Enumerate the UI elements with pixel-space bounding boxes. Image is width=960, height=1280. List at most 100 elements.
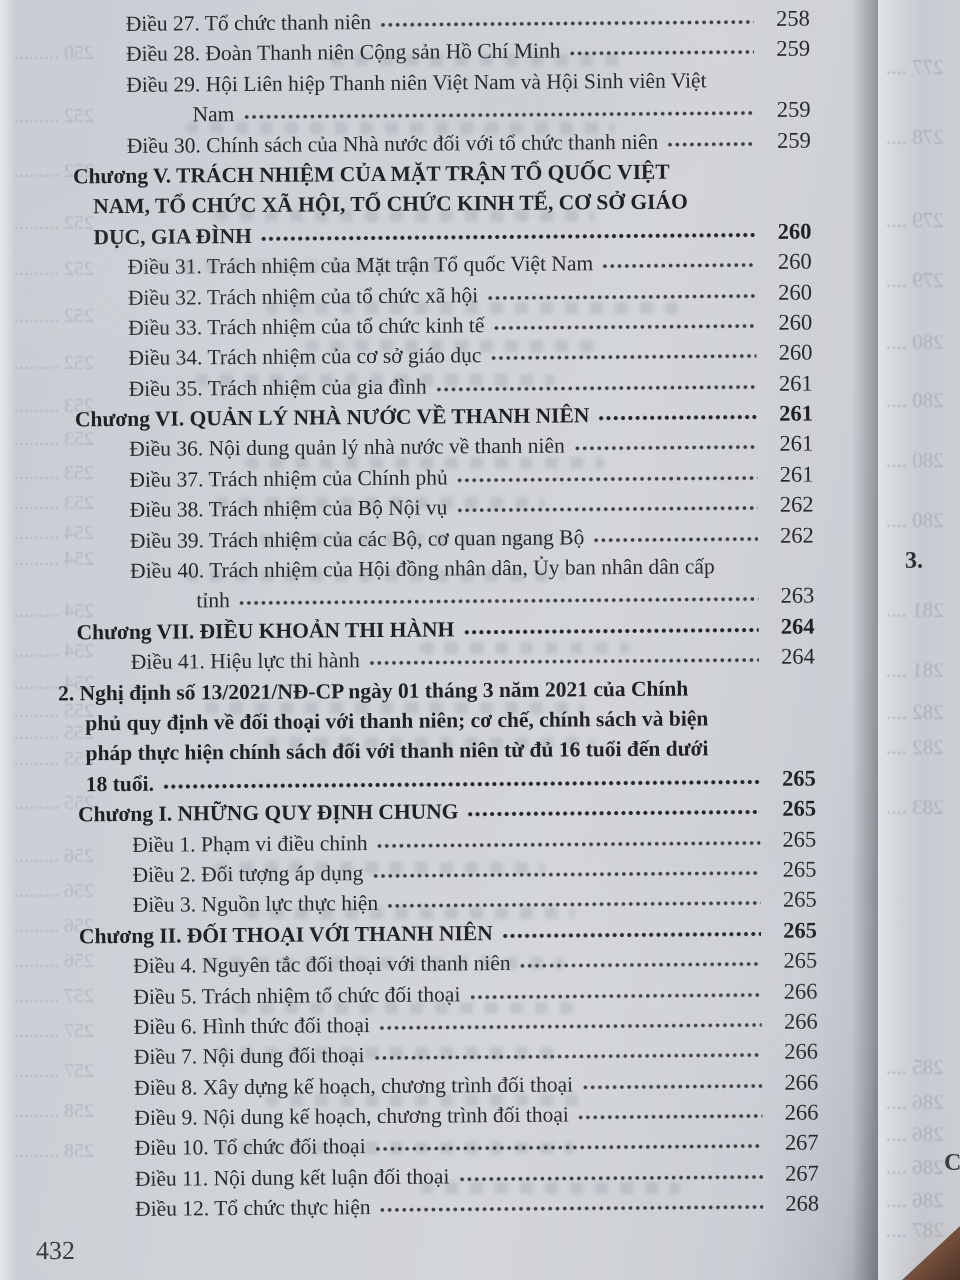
page-number: 265 xyxy=(782,856,817,882)
page-number: 260 xyxy=(777,248,812,274)
page-number: 259 xyxy=(776,127,811,153)
bleed-number: 279 .... xyxy=(886,208,944,232)
bleed-ghost-line xyxy=(215,210,595,222)
toc-entry-line: Điều 40. Trách nhiệm của Hội đồng nhân d… xyxy=(0,551,820,588)
page-number: 266 xyxy=(784,1038,819,1065)
toc-entry-text: 18 tuổi. xyxy=(85,771,154,797)
toc-entry-text: Điều 5. Trách nhiệm tổ chức đối thoại xyxy=(133,981,461,1009)
table-of-contents: Điều 27. Tổ chức thanh niên 258 Điều 28. Đ… xyxy=(0,4,825,1226)
page-number: 261 xyxy=(779,400,814,426)
bleed-number: 287 .... xyxy=(886,1218,944,1242)
page-number: 263 xyxy=(780,582,815,609)
page-number: 260 xyxy=(777,218,812,244)
bleed-number: 280 .... xyxy=(886,388,944,412)
bleed-number: 285 .... xyxy=(886,1055,944,1079)
dot-leader xyxy=(243,97,755,122)
toc-entry-text: Điều 4. Nguyên tắc đối thoại với thanh n… xyxy=(133,951,511,979)
toc-entry-text: tỉnh xyxy=(196,588,230,613)
toc-entry-text: phủ quy định về đối thoại với thanh niên… xyxy=(85,706,709,736)
toc-entry-text: Điều 39. Trách nhiệm của các Bộ, cơ quan… xyxy=(129,524,585,553)
page-number: 261 xyxy=(779,461,814,487)
page-number: 267 xyxy=(784,1129,819,1156)
page-number: 260 xyxy=(778,339,813,366)
dot-leader xyxy=(456,461,758,485)
toc-entry-text: Điều 29. Hội Liên hiệp Thanh niên Việt N… xyxy=(126,68,707,97)
toc-entry-line: Điều 29. Hội Liên hiệp Thanh niên Việt N… xyxy=(0,64,816,101)
dot-leader xyxy=(372,856,761,880)
dot-leader xyxy=(380,5,754,29)
dot-leader xyxy=(238,583,759,608)
page-number: 265 xyxy=(783,917,818,943)
toc-entry-line: pháp thực hiện chính sách đối với thanh … xyxy=(1,733,821,770)
page-number: 261 xyxy=(778,370,813,396)
page-number: 262 xyxy=(779,491,814,518)
dot-leader xyxy=(387,887,761,911)
toc-entry-text: Điều 12. Tổ chức thực hiện xyxy=(135,1195,371,1222)
dot-leader xyxy=(376,826,761,850)
toc-entry-text: Chương II. ĐỐI THOẠI VỚI THANH NIÊN xyxy=(78,920,493,949)
page-number: 260 xyxy=(778,279,813,305)
page-number: 264 xyxy=(780,613,815,639)
toc-entry-text: Điều 27. Tổ chức thanh niên xyxy=(125,10,372,36)
dot-leader xyxy=(374,1130,763,1154)
dot-leader xyxy=(573,431,758,453)
dot-leader xyxy=(593,522,758,544)
toc-entry-text: pháp thực hiện chính sách đối với thanh … xyxy=(85,736,709,766)
main-page: 250 ......... 252 ......... 252 ......... 2… xyxy=(0,0,878,1280)
page-number: 262 xyxy=(780,522,814,548)
bleed-number: 281 .... xyxy=(886,598,944,622)
bleed-number: 286 .... xyxy=(886,1155,944,1179)
toc-entry-text: Điều 3. Nguồn lực thực hiện xyxy=(132,891,379,918)
dot-leader xyxy=(373,1039,762,1063)
bleed-number: 281 .... xyxy=(886,658,944,682)
bleed-number: 278 .... xyxy=(886,125,944,149)
adjacent-page-edge: 277 .... 278 .... 279 .... 279 .... 280 ....… xyxy=(878,0,960,1280)
bleed-number: 286 .... xyxy=(886,1188,944,1212)
page-number: 265 xyxy=(782,826,817,852)
dot-leader xyxy=(162,765,760,791)
toc-entry-text: Điều 36. Nội dung quản lý nhà nước về th… xyxy=(129,433,565,462)
toc-entry-text: Điều 41. Hiệu lực thi hành xyxy=(130,648,360,675)
page-number: 268 xyxy=(785,1190,820,1217)
toc-entry-text: Điều 40. Trách nhiệm của Hội đồng nhân d… xyxy=(130,554,715,583)
page-number: 265 xyxy=(782,886,817,913)
page-number: 259 xyxy=(776,96,811,122)
dot-leader xyxy=(667,127,755,149)
bleed-ghost-line xyxy=(235,534,565,546)
toc-entry-text: Chương VII. ĐIỀU KHOẢN THI HÀNH xyxy=(76,617,455,645)
page-number: 266 xyxy=(783,1008,818,1034)
page-number: 266 xyxy=(784,1099,819,1125)
bleed-number: 282 .... xyxy=(886,735,944,759)
page-number: 265 xyxy=(782,795,817,821)
page-number: 264 xyxy=(780,643,815,670)
bleed-ghost-line xyxy=(205,957,565,969)
bleed-ghost-line xyxy=(205,702,585,714)
dot-leader xyxy=(378,1008,762,1032)
dot-leader xyxy=(490,340,757,363)
toc-entry-text: Chương V. TRÁCH NHIỆM CỦA MẶT TRẬN TỔ QU… xyxy=(72,159,670,189)
bleed-number: 280 .... xyxy=(886,448,944,472)
bleed-ghost-line xyxy=(265,737,595,749)
page-number: 259 xyxy=(776,35,811,62)
dot-leader xyxy=(467,796,761,819)
dot-leader xyxy=(435,370,757,394)
toc-entry-text: Điều 32. Trách nhiệm của tổ chức xã hội xyxy=(127,282,479,310)
bleed-number: 286 .... xyxy=(886,1090,944,1114)
bleed-ghost-line xyxy=(185,122,615,134)
toc-entry-text: Nam xyxy=(192,102,235,127)
toc-entry-text: Điều 7. Nội dung đối thoại xyxy=(133,1043,365,1070)
dot-leader xyxy=(501,917,762,940)
page-number: 267 xyxy=(785,1160,819,1186)
toc-entry-text: 2. Nghị định số 13/2021/NĐ-CP ngày 01 th… xyxy=(57,676,689,706)
toc-entry-text: Điều 10. Tổ chức đối thoại xyxy=(134,1134,366,1161)
bleed-ghost-line xyxy=(265,1094,585,1106)
toc-entry-text: NAM, TỔ CHỨC XÃ HỘI, TỔ CHỨC KINH TẾ, CƠ… xyxy=(93,189,688,219)
page-number: 266 xyxy=(784,1069,819,1095)
dot-leader xyxy=(493,309,757,332)
dot-leader xyxy=(456,492,758,515)
dot-leader xyxy=(458,1160,763,1184)
dot-leader xyxy=(569,36,755,58)
toc-entry-text: Điều 9. Nội dung kế hoạch, chương trình … xyxy=(134,1102,569,1130)
toc-entry-text: Điều 35. Trách nhiệm của gia đình xyxy=(128,374,427,401)
